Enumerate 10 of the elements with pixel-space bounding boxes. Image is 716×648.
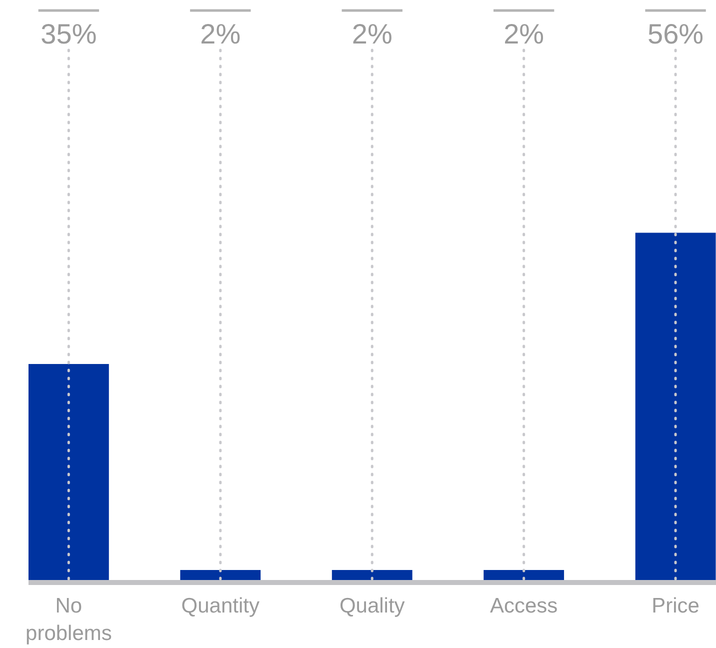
data-label: 2% xyxy=(504,18,544,50)
data-label: 2% xyxy=(352,18,392,50)
x-tick-label: Price xyxy=(652,594,700,618)
data-label: 56% xyxy=(648,18,704,50)
x-tick-label: Quantity xyxy=(181,594,260,618)
x-tick-label: No problems xyxy=(26,594,112,646)
x-tick-label: Quality xyxy=(339,594,406,618)
x-tick-label: Access xyxy=(490,594,558,618)
data-label: 35% xyxy=(40,18,97,50)
data-label: 2% xyxy=(200,18,241,50)
